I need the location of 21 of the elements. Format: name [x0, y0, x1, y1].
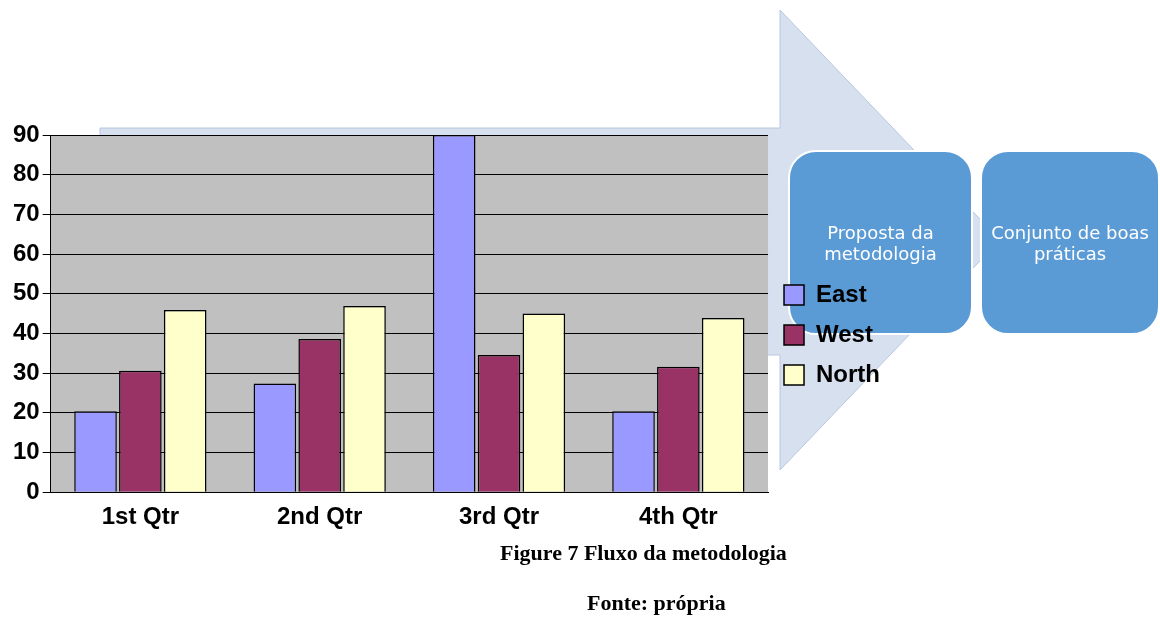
legend-label: West: [816, 319, 873, 347]
y-tick-label: 70: [12, 199, 40, 226]
y-tick-label: 30: [12, 357, 40, 385]
x-tick-label: 1st Qtr: [101, 502, 180, 530]
legend-label: East: [816, 279, 867, 307]
text: Conjunto de boas práticas: [980, 150, 1160, 335]
y-tick-label: 80: [12, 159, 40, 187]
source-note: Fonte: própria: [587, 590, 726, 616]
x-tick-label: 4th Qtr: [639, 502, 718, 530]
y-tick-label: 40: [12, 318, 40, 346]
legend-label: North: [816, 359, 880, 387]
y-tick-label: 50: [12, 278, 40, 306]
y-tick-label: 10: [12, 437, 40, 465]
y-tick-label: 90: [12, 119, 40, 147]
y-tick-label: 60: [12, 238, 40, 266]
y-tick-label: 0: [26, 476, 40, 504]
caption: Figure 7 Fluxo da metodologia: [500, 540, 787, 566]
text: Proposta da metodologia: [824, 221, 937, 264]
y-tick-label: 20: [12, 397, 40, 425]
x-tick-label: 3rd Qtr: [459, 502, 540, 530]
x-tick-label: 2nd Qtr: [277, 502, 363, 530]
